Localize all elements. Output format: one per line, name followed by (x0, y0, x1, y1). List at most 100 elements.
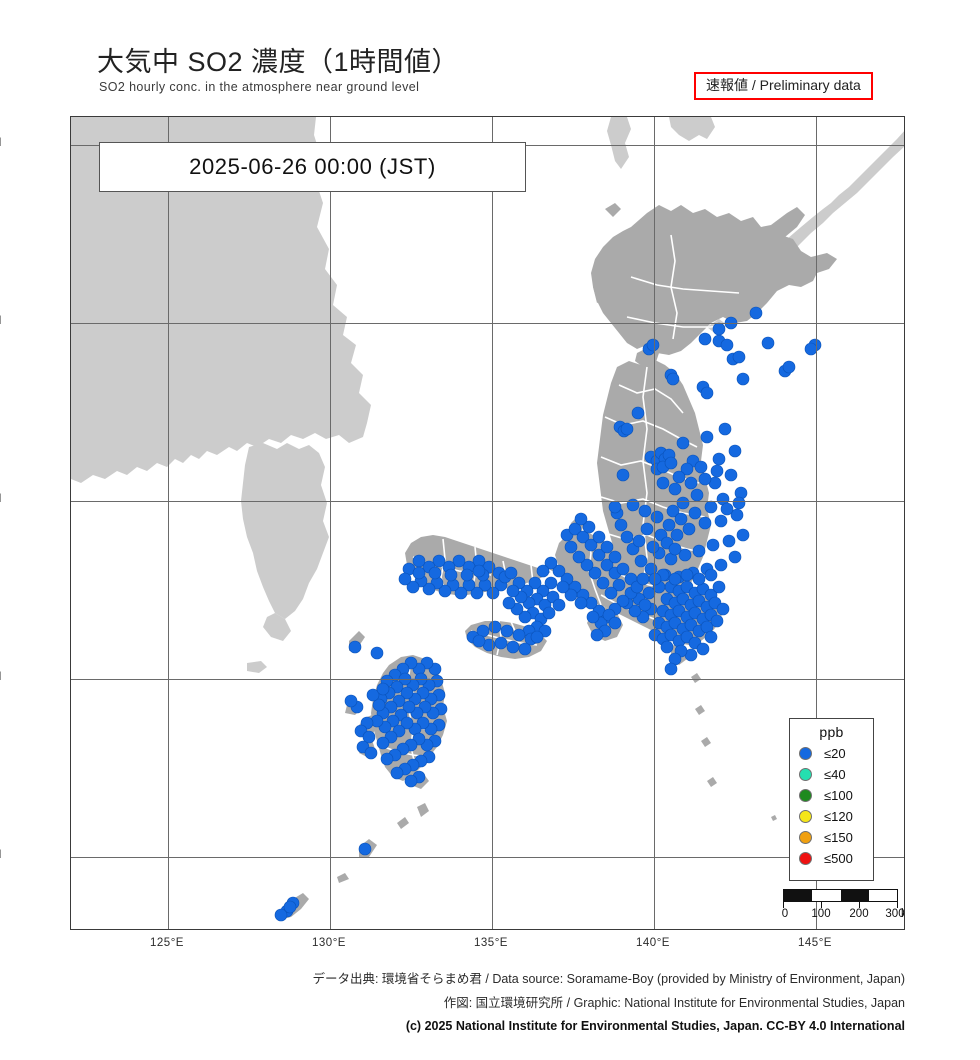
asia-mainland (71, 117, 371, 483)
legend-row-1: ≤40 (790, 764, 873, 785)
ylabel-25: 25°N (0, 849, 2, 861)
xlabel-145: 145°E (798, 937, 832, 949)
hokkaido-oshima (593, 279, 609, 303)
legend-swatch-0 (799, 747, 812, 760)
ytick-minor-39 (70, 377, 71, 378)
legend-row-5: ≤500 (790, 848, 873, 869)
preliminary-data-badge: 速報値 / Preliminary data (694, 72, 873, 101)
legend-swatch-1 (799, 768, 812, 781)
xtick-minor-134 (459, 116, 460, 117)
ytick-minor-24 (70, 910, 71, 911)
gridline-lon-135 (492, 117, 493, 929)
scale-tick-100 (821, 902, 822, 908)
ytick-minor-44 (70, 199, 71, 200)
legend-label-4: ≤150 (824, 830, 853, 845)
xtick-minor-133 (427, 116, 428, 117)
xtick-minor-143 (751, 116, 752, 117)
xtick-minor-129 (298, 116, 299, 117)
xtick-minor-142 (718, 116, 719, 117)
scale-unit-label: km (901, 908, 904, 920)
pref-border-tohoku-1 (618, 384, 684, 414)
scale-label-300: 300 (885, 908, 905, 920)
ytick-minor-32 (70, 625, 71, 626)
legend-row-0: ≤20 (790, 743, 873, 764)
xtick-minor-128 (265, 116, 266, 117)
scale-bar-labels: 0 100 200 300 km (781, 908, 905, 922)
gridline-lat-35 (71, 501, 904, 502)
map-plot-area: 2025-06-26 00:00 (JST) ppb ≤20 ≤40 ≤100 ≤12… (70, 116, 905, 930)
scale-seg-3 (840, 890, 869, 901)
izu-islands (691, 673, 701, 683)
scale-bar-segments (783, 889, 898, 902)
legend-rows: ≤20 ≤40 ≤100 ≤120 ≤150 ≤500 (790, 743, 873, 869)
ytick-minor-28 (70, 768, 71, 769)
xtick-minor-124 (136, 116, 137, 117)
xtick-top-135 (492, 116, 493, 117)
jeju-island (247, 661, 267, 673)
gridline-lon-140 (654, 117, 655, 929)
xtick-minor-137 (557, 116, 558, 117)
kuril-islands-chain (771, 131, 904, 269)
xtick-minor-136 (524, 116, 525, 117)
ytick-25 (70, 857, 71, 858)
xlabel-140: 140°E (636, 937, 670, 949)
ytick-minor-41 (70, 305, 71, 306)
ylabel-30: 30°N (0, 671, 2, 683)
legend-label-1: ≤40 (824, 767, 846, 782)
ytick-45 (70, 145, 71, 146)
legend-label-0: ≤20 (824, 746, 846, 761)
ytick-minor-36 (70, 483, 71, 484)
xtick-minor-131 (362, 116, 363, 117)
xtick-minor-139 (621, 116, 622, 117)
izu-islands-2 (695, 705, 705, 715)
legend-label-3: ≤120 (824, 809, 853, 824)
scale-bar: 0 100 200 300 km (782, 889, 904, 922)
gridline-lon-130 (330, 117, 331, 929)
tokara-chain (397, 817, 409, 829)
scale-label-100: 100 (811, 908, 831, 920)
okinoerabu (337, 873, 349, 883)
legend-swatch-4 (799, 831, 812, 844)
izu-islands-4 (707, 777, 717, 787)
xtick-minor-141 (686, 116, 687, 117)
gridline-lat-30 (71, 679, 904, 680)
hokkaido-shiretoko (771, 207, 805, 241)
ytick-minor-43 (70, 234, 71, 235)
xtick-minor-147 (880, 116, 881, 117)
footer-data-source: データ出典: 環境省そらまめ君 / Data source: Soramame-… (312, 972, 905, 986)
ytick-minor-27 (70, 803, 71, 804)
gridline-lon-145 (816, 117, 817, 929)
xtick-minor-146 (848, 116, 849, 117)
tanegashima-yakushima (417, 803, 429, 817)
legend-label-2: ≤100 (824, 788, 853, 803)
ytick-30 (70, 679, 71, 680)
japan-map-svg (71, 117, 904, 929)
pref-border-tohoku-vert (642, 366, 648, 584)
scale-tick-300 (897, 902, 898, 908)
korean-peninsula (241, 443, 329, 619)
gridline-lat-40 (71, 323, 904, 324)
page-title: 大気中 SO2 濃度（1時間値） (97, 47, 460, 77)
footer-copyright: (c) 2025 National Institute for Environm… (405, 1019, 905, 1033)
ytick-minor-38 (70, 412, 71, 413)
xtick-minor-127 (233, 116, 234, 117)
timestamp-label: 2025-06-26 00:00 (JST) (189, 154, 436, 179)
gridline-lon-125 (168, 117, 169, 929)
ytick-minor-37 (70, 448, 71, 449)
xtick-top-130 (330, 116, 331, 117)
ytick-minor-29 (70, 732, 71, 733)
xtick-minor-123 (103, 116, 104, 117)
timestamp-box: 2025-06-26 00:00 (JST) (99, 142, 526, 192)
scale-label-0: 0 (781, 908, 789, 920)
legend-swatch-3 (799, 810, 812, 823)
footer-graphic-credit: 作図: 国立環境研究所 / Graphic: National Institut… (443, 996, 905, 1010)
scale-tick-200 (859, 902, 860, 908)
ogasawara-dot (771, 815, 777, 821)
xtick-minor-138 (589, 116, 590, 117)
ytick-40 (70, 323, 71, 324)
xlabel-130: 130°E (312, 937, 346, 949)
rishiri-rebun (605, 203, 621, 217)
ytick-minor-33 (70, 590, 71, 591)
izu-islands-3 (701, 737, 711, 747)
